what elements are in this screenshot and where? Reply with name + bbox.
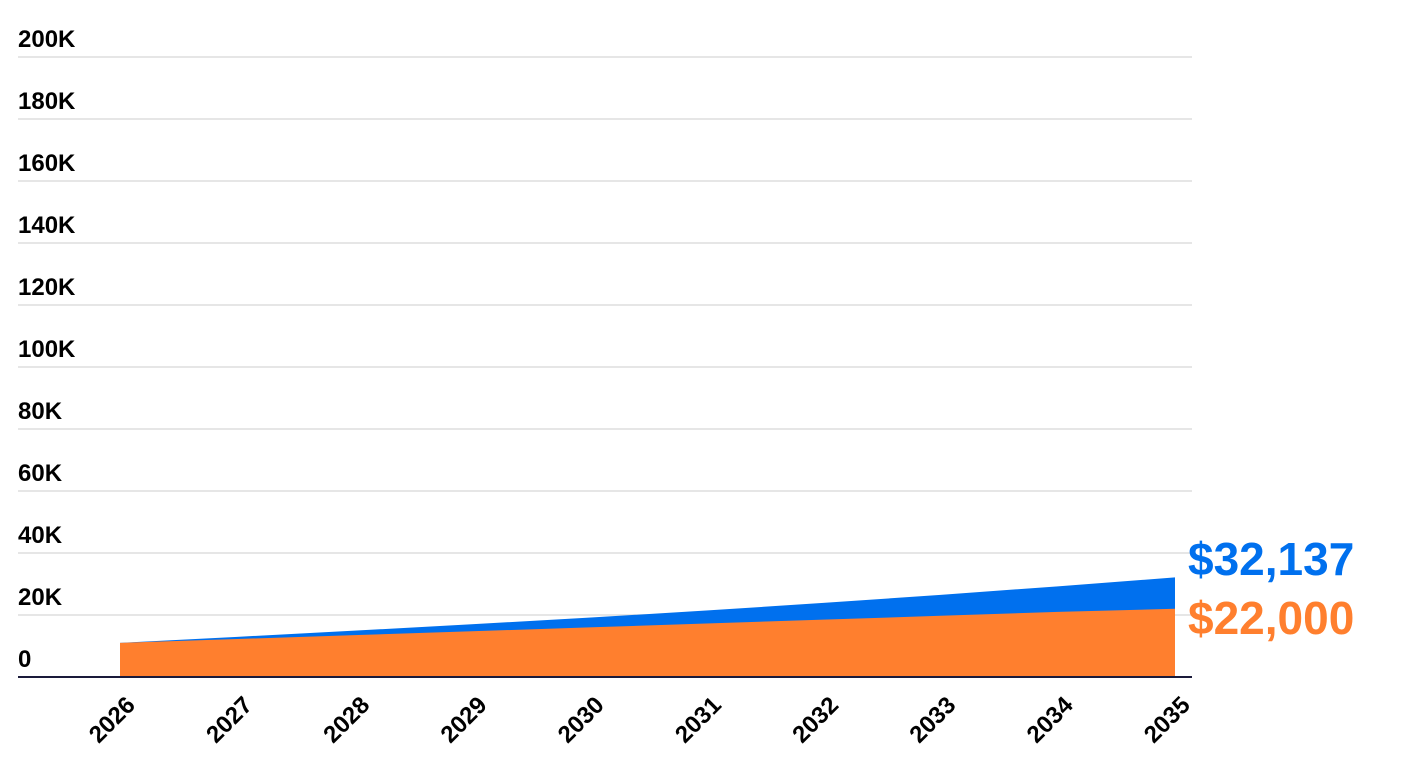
x-tick-label: 2028 xyxy=(318,692,375,749)
series-areas xyxy=(120,577,1175,677)
y-tick-label: 120K xyxy=(18,274,76,301)
x-tick-label: 2026 xyxy=(84,692,141,749)
y-tick-label: 160K xyxy=(18,150,76,177)
x-tick-label: 2030 xyxy=(553,692,610,749)
y-tick-label: 140K xyxy=(18,212,76,239)
y-tick-label: 180K xyxy=(18,88,76,115)
y-tick-label: 60K xyxy=(18,460,63,487)
y-axis-ticks: 0 20K 40K 60K 80K 100K 120K 140K 160K 180K 200K xyxy=(18,26,76,673)
gridlines xyxy=(18,56,1192,616)
x-axis-ticks: 2026 2027 2028 2029 2030 2031 2032 2033 2034 2035 xyxy=(84,691,1196,748)
x-tick-label: 2035 xyxy=(1139,692,1196,749)
x-tick-label: 2034 xyxy=(1022,691,1079,748)
y-tick-label: 200K xyxy=(18,26,76,53)
y-tick-label: 80K xyxy=(18,398,63,425)
y-tick-label: 20K xyxy=(18,584,63,611)
y-tick-label: 40K xyxy=(18,522,63,549)
x-tick-label: 2027 xyxy=(201,692,258,749)
x-tick-label: 2033 xyxy=(904,692,961,749)
y-tick-label: 0 xyxy=(18,646,31,673)
series-area-2 xyxy=(120,608,1175,677)
x-tick-label: 2029 xyxy=(436,692,493,749)
x-tick-label: 2031 xyxy=(670,692,727,749)
y-tick-label: 100K xyxy=(18,336,76,363)
x-tick-label: 2032 xyxy=(787,692,844,749)
end-labels: $32,137 $22,000 xyxy=(1188,533,1354,644)
series-end-label: $22,000 xyxy=(1188,592,1354,644)
series-end-label: $32,137 xyxy=(1188,533,1354,585)
